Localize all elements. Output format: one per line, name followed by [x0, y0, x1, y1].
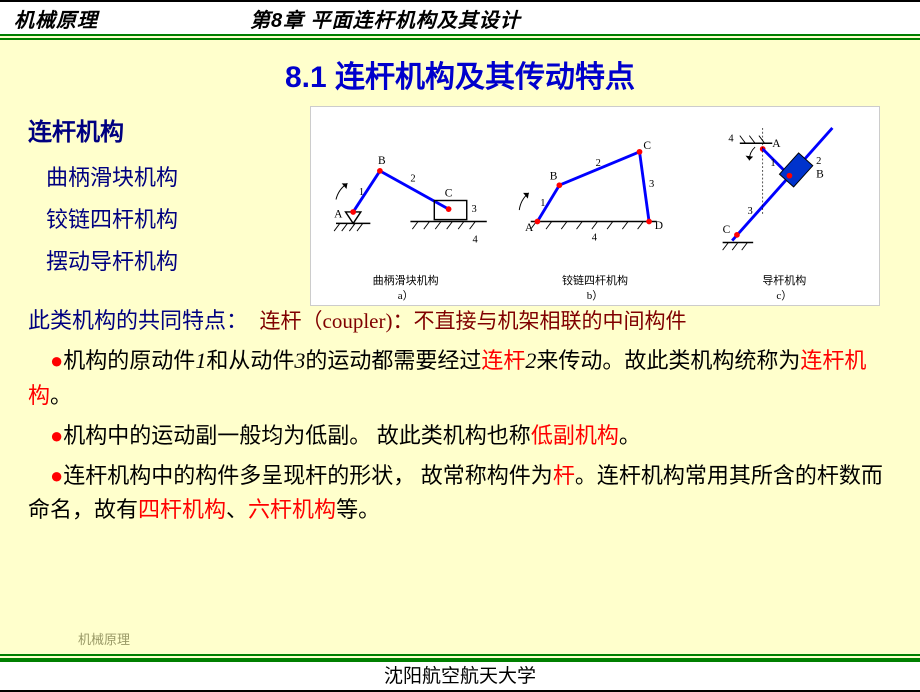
- cap-c-2: c）: [776, 290, 792, 302]
- diagram-b: A B C D 1 2 3 4 铰链四杆机构 b）: [500, 107, 689, 305]
- slide: 机械原理 第8章 平面连杆机构及其设计 8.1 连杆机构及其传动特点 连杆机构 …: [0, 0, 920, 690]
- feature-line: 此类机构的共同特点： 连杆（coupler)：不直接与机架相联的中间构件: [28, 304, 892, 338]
- bullet-dot-icon: ●: [50, 423, 63, 448]
- svg-text:1: 1: [359, 187, 364, 198]
- svg-text:1: 1: [541, 198, 546, 209]
- svg-text:C: C: [445, 188, 453, 200]
- cap-a-2: a）: [398, 290, 414, 302]
- paragraphs: 此类机构的共同特点： 连杆（coupler)：不直接与机架相联的中间构件 ●机构…: [28, 304, 892, 527]
- svg-text:2: 2: [410, 173, 415, 184]
- coupler-note: 连杆（coupler)：不直接与机架相联的中间构件: [260, 309, 687, 333]
- bullet-dot-icon: ●: [50, 348, 63, 373]
- svg-text:C: C: [722, 224, 730, 236]
- diagram-panel: A B C 1 2 3 4 曲柄滑块机构 a）: [310, 106, 880, 306]
- bullets-host: ●机构的原动件1和从动件3的运动都需要经过连杆2来传动。故此类机构统称为连杆机构…: [28, 344, 892, 526]
- title-row: 8.1 连杆机构及其传动特点: [0, 40, 920, 102]
- cap-b-2: b）: [587, 290, 604, 302]
- header-bar: 机械原理 第8章 平面连杆机构及其设计: [0, 0, 920, 34]
- svg-text:4: 4: [472, 234, 478, 245]
- svg-text:3: 3: [649, 179, 654, 190]
- footer-bar: 沈阳航空航天大学: [0, 660, 920, 690]
- diagram-a-caption: 曲柄滑块机构 a）: [311, 274, 500, 303]
- svg-text:A: A: [772, 138, 781, 150]
- svg-text:4: 4: [728, 133, 734, 144]
- header-left: 机械原理: [14, 4, 98, 33]
- bullet-dot-icon: ●: [50, 463, 63, 488]
- svg-text:A: A: [334, 209, 343, 221]
- diagram-b-caption: 铰链四杆机构 b）: [500, 274, 689, 303]
- svg-text:3: 3: [747, 206, 752, 217]
- bullet-0: ●机构的原动件1和从动件3的运动都需要经过连杆2来传动。故此类机构统称为连杆机构…: [28, 344, 892, 412]
- svg-text:B: B: [550, 171, 558, 183]
- svg-text:2: 2: [596, 158, 601, 169]
- svg-text:3: 3: [472, 204, 477, 215]
- feature-intro: 此类机构的共同特点：: [28, 308, 248, 333]
- svg-text:B: B: [378, 155, 386, 167]
- diagram-c: A B C 1 2 3 4 导杆机构 c）: [690, 107, 879, 305]
- header-center: 第8章 平面连杆机构及其设计: [250, 4, 521, 33]
- footer-small: 机械原理: [78, 629, 130, 648]
- diagram-c-caption: 导杆机构 c）: [690, 274, 879, 303]
- svg-text:C: C: [644, 140, 652, 152]
- diagram-a: A B C 1 2 3 4 曲柄滑块机构 a）: [311, 107, 500, 305]
- svg-text:2: 2: [816, 156, 821, 167]
- section-title: 8.1 连杆机构及其传动特点: [285, 61, 635, 94]
- svg-text:4: 4: [592, 233, 598, 244]
- footer-text: 沈阳航空航天大学: [384, 666, 536, 687]
- cap-b-1: 铰链四杆机构: [562, 275, 628, 287]
- bullet-2: ●连杆机构中的构件多呈现杆的形状， 故常称构件为杆。连杆机构常用其所含的杆数而命…: [28, 459, 892, 527]
- svg-text:A: A: [525, 222, 534, 234]
- cap-a-1: 曲柄滑块机构: [373, 275, 439, 287]
- svg-text:B: B: [816, 169, 824, 181]
- content-area: 连杆机构 曲柄滑块机构 铰链四杆机构 摆动导杆机构: [0, 102, 920, 527]
- cap-c-1: 导杆机构: [762, 275, 806, 287]
- svg-text:1: 1: [770, 158, 775, 169]
- svg-text:D: D: [655, 220, 663, 232]
- bullet-1: ●机构中的运动副一般均为低副。 故此类机构也称低副机构。: [28, 419, 892, 453]
